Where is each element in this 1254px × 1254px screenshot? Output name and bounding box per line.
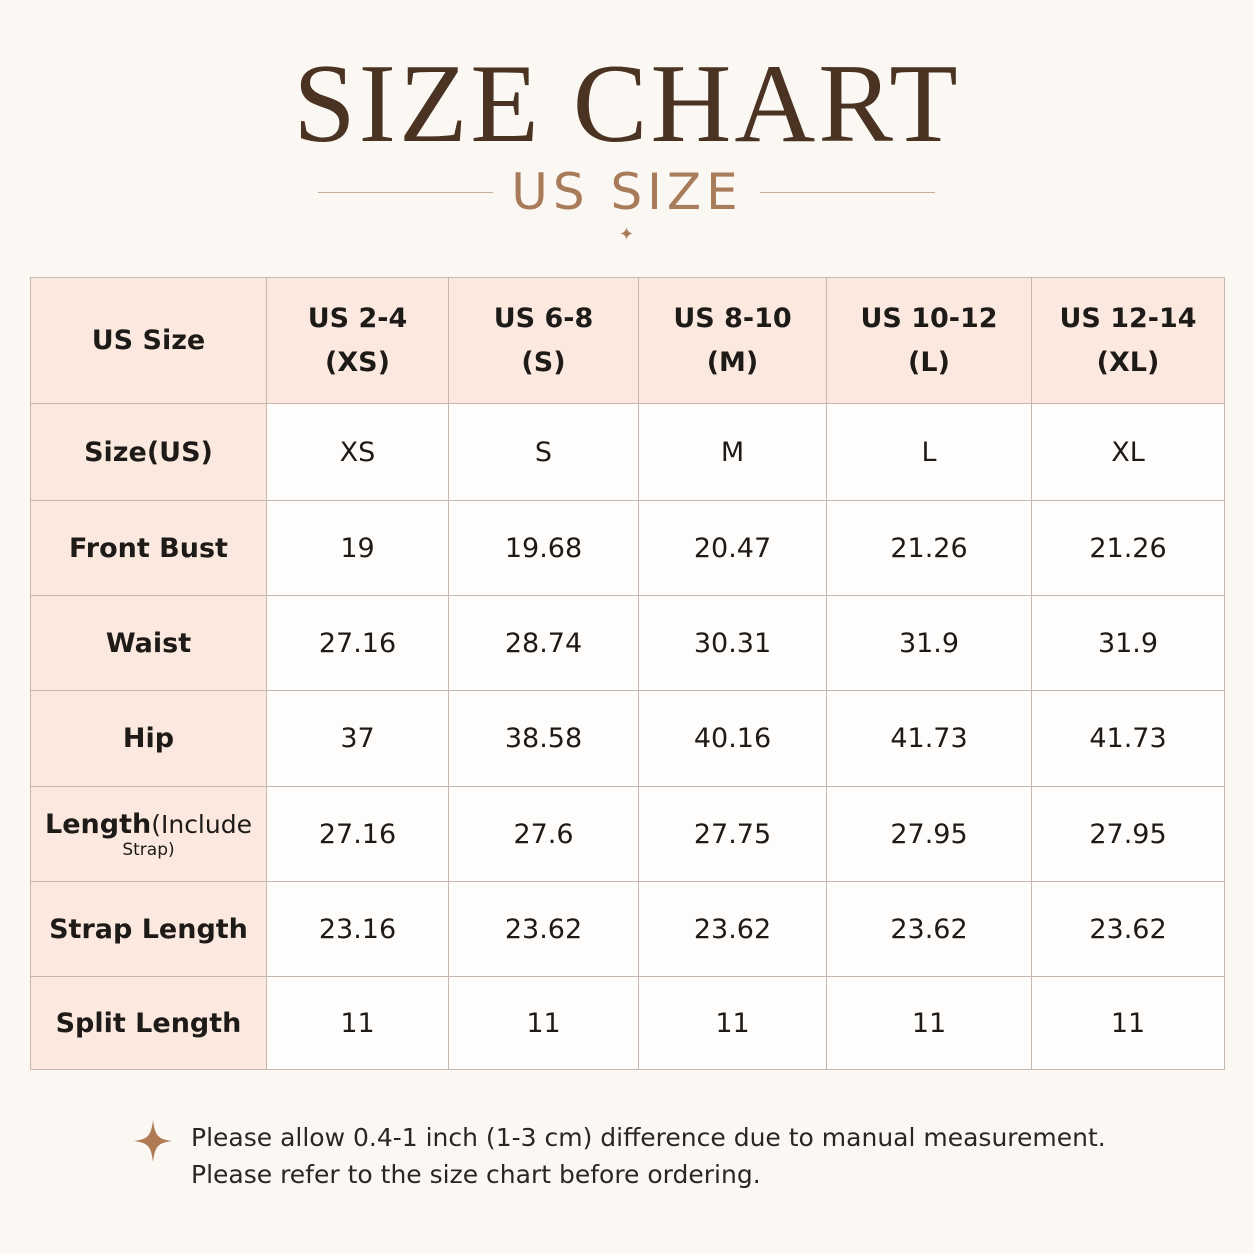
size-letter: (L) — [908, 346, 950, 378]
row-label: Split Length — [30, 976, 267, 1070]
value-cell: 20.47 — [638, 500, 827, 596]
label-note: Strap) — [122, 839, 175, 860]
value-cell: 30.31 — [638, 595, 827, 691]
size-letter: (XS) — [325, 346, 390, 378]
value-cell: 11 — [448, 976, 639, 1070]
label-text: Size(US) — [84, 436, 213, 468]
value-cell: 27.16 — [266, 786, 449, 882]
value-cell: XL — [1031, 403, 1225, 501]
value-cell: 27.95 — [826, 786, 1032, 882]
value-cell: 27.75 — [638, 786, 827, 882]
value-cell: 31.9 — [826, 595, 1032, 691]
size-letter: (M) — [706, 346, 759, 378]
notes: Please allow 0.4-1 inch (1-3 cm) differe… — [191, 1119, 1106, 1193]
value-cell: 23.16 — [266, 881, 449, 977]
table-row: Strap Length 23.16 23.62 23.62 23.62 23.62 — [30, 881, 1225, 977]
value-cell: 21.26 — [1031, 500, 1225, 596]
size-letter: (S) — [521, 346, 566, 378]
title: SIZE CHART — [293, 42, 961, 166]
label-text: Front Bust — [69, 532, 228, 564]
size-range: US 12-14 — [1059, 302, 1197, 334]
table-row: Front Bust 19 19.68 20.47 21.26 21.26 — [30, 500, 1225, 596]
value-cell: 27.95 — [1031, 786, 1225, 882]
column-header: US 8-10 (M) — [638, 277, 827, 404]
column-header: US 12-14 (XL) — [1031, 277, 1225, 404]
value-cell: S — [448, 403, 639, 501]
size-table: US Size US 2-4 (XS) US 6-8 (S) US 8-10 (M) US 1… — [30, 277, 1225, 1070]
divider — [760, 192, 935, 193]
row-label: Front Bust — [30, 500, 267, 596]
table-row: Split Length 11 11 11 11 11 — [30, 976, 1225, 1070]
value-cell: 31.9 — [1031, 595, 1225, 691]
label-text: Strap Length — [49, 913, 248, 945]
divider — [318, 192, 493, 193]
value-cell: 11 — [638, 976, 827, 1070]
value-cell: 27.6 — [448, 786, 639, 882]
value-cell: 41.73 — [1031, 690, 1225, 787]
value-cell: 11 — [1031, 976, 1225, 1070]
value-cell: 19.68 — [448, 500, 639, 596]
value-cell: 41.73 — [826, 690, 1032, 787]
size-range: US 2-4 — [307, 302, 408, 334]
row-label: Waist — [30, 595, 267, 691]
size-range: US 6-8 — [493, 302, 594, 334]
value-cell: M — [638, 403, 827, 501]
table-body: US Size US 2-4 (XS) US 6-8 (S) US 8-10 (M) US 1… — [30, 277, 1225, 1070]
value-cell: 27.16 — [266, 595, 449, 691]
value-cell: XS — [266, 403, 449, 501]
subtitle: US SIZE — [511, 163, 743, 221]
label-text: Length — [45, 808, 152, 840]
value-cell: L — [826, 403, 1032, 501]
ornament: ✦ — [619, 224, 635, 245]
value-cell: 11 — [266, 976, 449, 1070]
row-label: Strap Length — [30, 881, 267, 977]
star-icon — [134, 1120, 172, 1162]
value-cell: 23.62 — [1031, 881, 1225, 977]
column-header: US 2-4 (XS) — [266, 277, 449, 404]
size-letter: (XL) — [1096, 346, 1160, 378]
column-header: US 10-12 (L) — [826, 277, 1032, 404]
header-row: US Size US 2-4 (XS) US 6-8 (S) US 8-10 (M) US 1… — [30, 277, 1225, 404]
table-row: Length(Include Strap) 27.16 27.6 27.75 27.95 2… — [30, 786, 1225, 882]
value-cell: 28.74 — [448, 595, 639, 691]
row-label: Hip — [30, 690, 267, 787]
value-cell: 40.16 — [638, 690, 827, 787]
row-label: Length(Include Strap) — [30, 786, 267, 882]
label-text: Hip — [122, 723, 175, 754]
note: Please refer to the size chart before or… — [191, 1160, 761, 1189]
value-cell: 38.58 — [448, 690, 639, 787]
value-cell: 23.62 — [638, 881, 827, 977]
value-cell: 23.62 — [826, 881, 1032, 977]
value-cell: 11 — [826, 976, 1032, 1070]
value-cell: 21.26 — [826, 500, 1032, 596]
size-range: US 8-10 — [673, 302, 792, 334]
corner-cell: US Size — [30, 277, 267, 404]
column-header: US 6-8 (S) — [448, 277, 639, 404]
value-cell: 19 — [266, 500, 449, 596]
label-text: Split Length — [55, 1007, 242, 1039]
note: Please allow 0.4-1 inch (1-3 cm) differe… — [191, 1123, 1106, 1152]
table-row: Hip 37 38.58 40.16 41.73 41.73 — [30, 690, 1225, 787]
label-text: Waist — [105, 627, 192, 659]
row-label: Size(US) — [30, 403, 267, 501]
size-range: US 10-12 — [860, 302, 998, 334]
label-note: (Include — [151, 809, 252, 839]
table-row: Size(US) XS S M L XL — [30, 403, 1225, 501]
table-row: Waist 27.16 28.74 30.31 31.9 31.9 — [30, 595, 1225, 691]
value-cell: 23.62 — [448, 881, 639, 977]
value-cell: 37 — [266, 690, 449, 787]
